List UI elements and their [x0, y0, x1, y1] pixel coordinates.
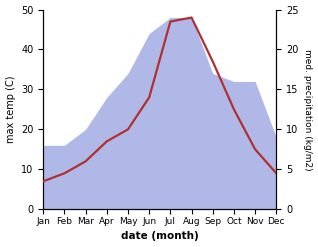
Y-axis label: max temp (C): max temp (C) — [5, 76, 16, 143]
Y-axis label: med. precipitation (kg/m2): med. precipitation (kg/m2) — [303, 49, 313, 170]
X-axis label: date (month): date (month) — [121, 231, 199, 242]
